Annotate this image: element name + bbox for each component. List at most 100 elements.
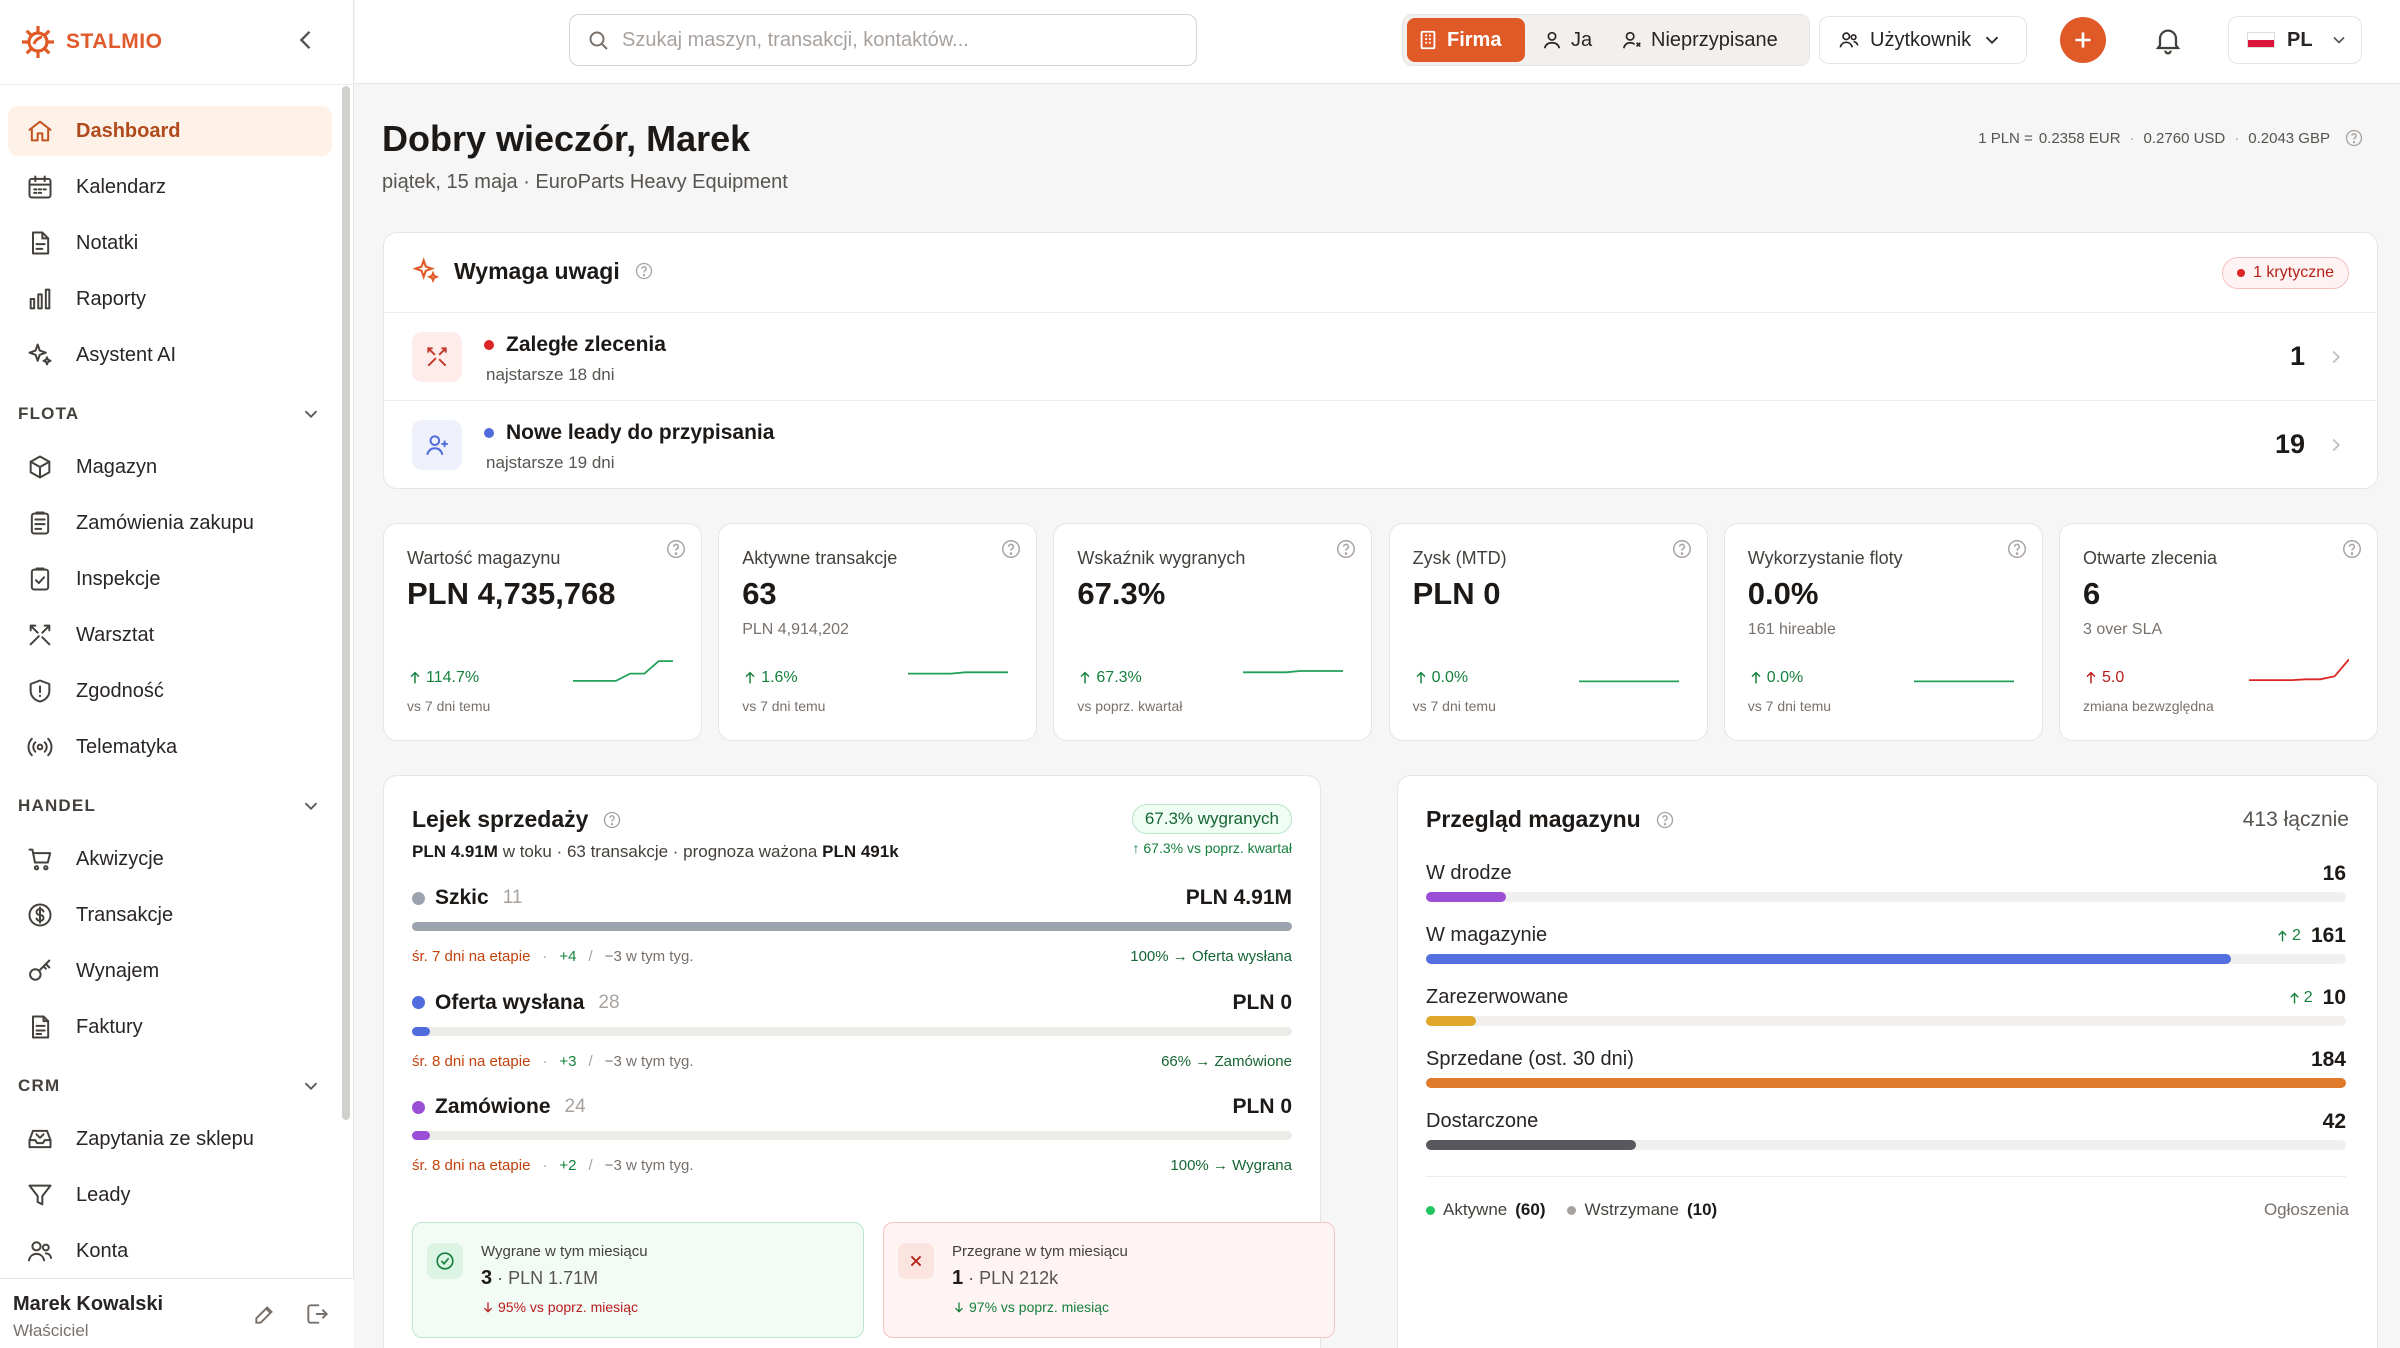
signal-icon <box>26 733 54 761</box>
inventory-bar <box>1426 954 2231 964</box>
kpi-delta-text: 67.3% <box>1096 669 1142 686</box>
help-icon[interactable] <box>634 261 654 281</box>
sidebar-item-label: Leady <box>76 1183 131 1206</box>
help-icon[interactable] <box>1000 538 1022 560</box>
help-icon[interactable] <box>1335 538 1357 560</box>
listings-link[interactable]: Ogłoszenia <box>2263 1200 2349 1219</box>
funnel-stage-1[interactable]: Oferta wysłana 28 PLN 0 śr. 8 dni na etap… <box>412 991 1334 1095</box>
inventory-row-2[interactable]: Zarezerwowane 2 10 <box>1426 986 2346 1046</box>
fx-base: 1 PLN = <box>1978 129 2033 147</box>
inventory-row-3[interactable]: Sprzedane (ost. 30 dni) 184 <box>1426 1048 2346 1108</box>
stage-week-in: +3 <box>559 1052 577 1070</box>
sidebar-item-2-0[interactable]: Zapytania ze sklepu <box>8 1114 332 1164</box>
kpi-card-3[interactable]: Zysk (MTD) PLN 0 0.0% vs 7 dni temu <box>1388 523 1708 741</box>
sidebar-item-0[interactable]: Dashboard <box>8 106 332 156</box>
arrow-up-icon <box>1748 670 1764 686</box>
sidebar-item-1[interactable]: Kalendarz <box>8 162 332 212</box>
sidebar-scrollbar[interactable] <box>342 86 350 1120</box>
kpi-card-5[interactable]: Otwarte zlecenia 6 3 over SLA 5.0 zmiana… <box>2059 523 2378 741</box>
scope-ja-label: Ja <box>1571 28 1593 51</box>
attention-row-overdue-orders[interactable]: Zaległe zlecenia najstarsze 18 dni 1 <box>384 312 2377 400</box>
kpi-card-4[interactable]: Wykorzystanie floty 0.0% 161 hireable 0.… <box>1723 523 2043 741</box>
arrow-up-icon <box>2083 670 2099 686</box>
kpi-value: 63 <box>742 576 777 611</box>
kpi-sparkline <box>573 660 673 682</box>
attention-header: Wymaga uwagi <box>412 257 654 285</box>
sidebar-item-0-2[interactable]: Inspekcje <box>8 554 332 604</box>
help-icon[interactable] <box>1671 538 1693 560</box>
stage-week-out: −3 w tym tyg. <box>604 1157 694 1174</box>
clipboard-icon <box>26 509 54 537</box>
sidebar-item-2-1[interactable]: Leady <box>8 1170 332 1220</box>
attention-row-new-leads[interactable]: Nowe leady do przypisania najstarsze 19 … <box>384 400 2377 488</box>
notifications-bell-icon[interactable] <box>2152 24 2184 56</box>
help-icon[interactable] <box>1655 810 1675 830</box>
funnel-stage-0[interactable]: Szkic 11 PLN 4.91M śr. 7 dni na etapie · +4… <box>412 886 1334 990</box>
sidebar-item-0-1[interactable]: Zamówienia zakupu <box>8 498 332 548</box>
sidebar-item-1-2[interactable]: Wynajem <box>8 946 332 996</box>
meta-separator: · <box>542 1157 548 1174</box>
help-icon[interactable] <box>2344 128 2364 148</box>
search-input[interactable] <box>622 28 1162 52</box>
scope-ja-button[interactable]: Ja <box>1531 18 1602 62</box>
lost-delta-text: 97% vs poprz. miesiąc <box>969 1299 1110 1315</box>
help-icon[interactable] <box>665 538 687 560</box>
legend-item-1[interactable]: Wstrzymane (10) <box>1567 1200 1717 1220</box>
help-icon[interactable] <box>2006 538 2028 560</box>
sidebar-item-0-0[interactable]: Magazyn <box>8 442 332 492</box>
stage-bar <box>412 1026 430 1036</box>
sidebar-item-0-4[interactable]: Zgodność <box>8 666 332 716</box>
create-new-button[interactable] <box>2060 17 2106 63</box>
stage-amount: PLN 0 <box>1232 1095 1292 1118</box>
help-icon[interactable] <box>602 810 622 830</box>
inbox-icon <box>26 1125 54 1153</box>
sidebar-item-0-5[interactable]: Telematyka <box>8 722 332 772</box>
inventory-row-0[interactable]: W drodze 16 <box>1426 862 2346 922</box>
kpi-delta: 0.0% <box>1748 669 1803 687</box>
sidebar-item-3[interactable]: Raporty <box>8 274 332 324</box>
sidebar-item-1-0[interactable]: Akwizycje <box>8 834 332 884</box>
arrow-up-icon <box>2275 929 2290 944</box>
gear-logo-icon <box>18 22 58 62</box>
inventory-overview-card: Przegląd magazynu 413 łącznie W drodze 1… <box>1397 775 2378 1348</box>
meta-slash: / <box>588 948 593 965</box>
status-dot <box>484 428 494 438</box>
inventory-row-4[interactable]: Dostarczone 42 <box>1426 1110 2346 1170</box>
calendar-icon <box>26 173 54 201</box>
sidebar-item-4[interactable]: Asystent AI <box>8 330 332 380</box>
collapse-sidebar-icon[interactable] <box>292 26 320 54</box>
sidebar-item-1-3[interactable]: Faktury <box>8 1002 332 1052</box>
kpi-card-1[interactable]: Aktywne transakcje 63 PLN 4,914,202 1.6%… <box>718 523 1038 741</box>
sidebar-item-2[interactable]: Notatki <box>8 218 332 268</box>
sidebar-section-1[interactable]: HANDEL <box>8 778 332 834</box>
sidebar-item-1-1[interactable]: Transakcje <box>8 890 332 940</box>
kpi-card-0[interactable]: Wartość magazynu PLN 4,735,768 114.7% vs… <box>383 523 702 741</box>
lost-this-month-box[interactable]: Przegrane w tym miesiącu 1 · PLN 212k 97… <box>883 1222 1335 1338</box>
help-icon[interactable] <box>2341 538 2363 560</box>
stage-dot <box>412 996 425 1009</box>
inventory-row-1[interactable]: W magazynie 2 161 <box>1426 924 2346 984</box>
scope-nieprzypisane-button[interactable]: Nieprzypisane <box>1611 18 1788 62</box>
meta-slash: / <box>588 1052 593 1070</box>
brand-logo[interactable]: STALMIO <box>18 20 162 64</box>
search-box[interactable] <box>569 14 1197 66</box>
legend-item-0[interactable]: Aktywne (60) <box>1426 1200 1545 1220</box>
logout-icon[interactable] <box>304 1301 330 1327</box>
kpi-card-2[interactable]: Wskaźnik wygranych 67.3% 67.3% vs poprz.… <box>1053 523 1373 741</box>
attention-card: Wymaga uwagi 1 krytyczne Zaległe zleceni… <box>383 232 2378 489</box>
inventory-bar <box>1426 892 1507 902</box>
edit-icon[interactable] <box>252 1301 278 1327</box>
funnel-summary-mid: w toku · 63 transakcje · prognoza ważona <box>497 842 823 861</box>
scope-firma-button[interactable]: Firma <box>1407 18 1525 62</box>
user-filter-dropdown[interactable]: Użytkownik <box>1819 16 2027 64</box>
sidebar-item-0-3[interactable]: Warsztat <box>8 610 332 660</box>
sidebar-section-0[interactable]: FLOTA <box>8 386 332 442</box>
lost-value: 1 · PLN 212k <box>952 1267 1058 1290</box>
sidebar-section-2[interactable]: CRM <box>8 1058 332 1114</box>
funnel-stage-2[interactable]: Zamówione 24 PLN 0 śr. 8 dni na etapie · +2… <box>412 1095 1334 1199</box>
language-selector[interactable]: PL <box>2228 16 2362 64</box>
sidebar-item-2-2[interactable]: Konta <box>8 1226 332 1276</box>
won-this-month-box[interactable]: Wygrane w tym miesiącu 3 · PLN 1.71M 95%… <box>412 1222 864 1338</box>
won-value: 3 · PLN 1.71M <box>481 1267 598 1290</box>
arrow-up-icon <box>407 670 423 686</box>
